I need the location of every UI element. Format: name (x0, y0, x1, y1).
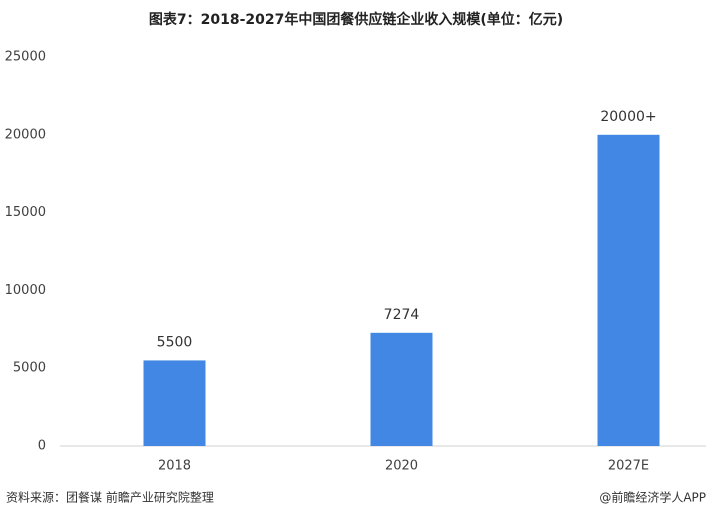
y-tick-label: 0 (38, 439, 46, 454)
bar (370, 332, 433, 446)
x-tick-label: 2020 (385, 459, 418, 474)
value-label: 7274 (384, 307, 420, 323)
y-tick-label: 25000 (5, 50, 46, 65)
y-tick-label: 20000 (5, 127, 46, 142)
credit: @前瞻经济学人APP (599, 490, 706, 505)
y-tick-label: 10000 (5, 283, 46, 298)
x-tick-label: 2018 (158, 459, 191, 474)
y-tick-label: 5000 (13, 361, 46, 376)
chart-title: 图表7：2018-2027年中国团餐供应链企业收入规模(单位：亿元) (149, 11, 563, 28)
source-note: 资料来源：团餐谋 前瞻产业研究院整理 (6, 490, 214, 505)
value-label: 20000+ (600, 109, 656, 125)
bar (143, 360, 206, 446)
y-tick-label: 15000 (5, 205, 46, 220)
bar (597, 134, 660, 447)
x-tick-label: 2027E (608, 459, 649, 474)
value-label: 5500 (157, 334, 193, 350)
